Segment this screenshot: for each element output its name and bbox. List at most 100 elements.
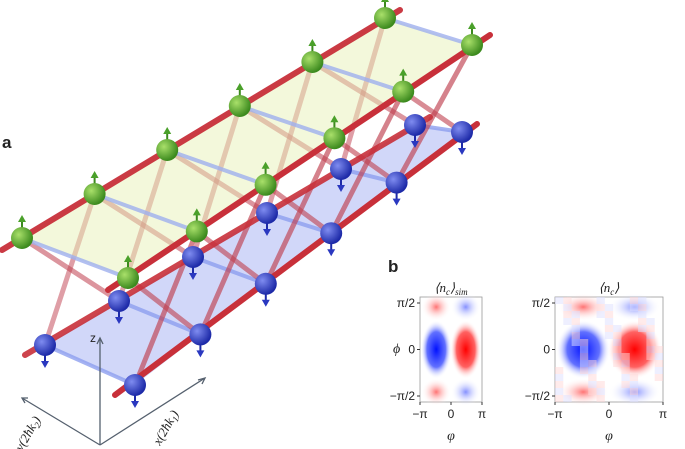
heatmap-noise [588, 360, 597, 367]
heatmap-noise [571, 325, 580, 332]
lattice-bond [43, 343, 137, 387]
spin-arrow-head [261, 299, 270, 307]
heatmap-noise [571, 318, 580, 325]
heatmap-noise [646, 332, 655, 339]
heatmap-noise [596, 297, 605, 304]
spin-arrow-head [330, 115, 339, 123]
heatmap-noise [604, 311, 614, 318]
heatmap-noise [588, 374, 597, 381]
heatmap-noise [646, 339, 655, 346]
atom [254, 173, 277, 196]
heatmap-noise [629, 297, 639, 304]
lattice-bond [22, 114, 433, 358]
heatmap-noise [646, 353, 655, 360]
heatmap-noise [604, 332, 614, 339]
y-axis-label: ϕ [393, 342, 400, 357]
heatmap-noise [579, 346, 589, 353]
title-part: ⟩ [450, 280, 455, 295]
lattice-bond [112, 121, 480, 398]
heatmap-noise [621, 367, 630, 374]
heatmap-noise [613, 325, 622, 332]
atom [374, 7, 396, 29]
heatmap-noise [604, 318, 614, 325]
atom [156, 139, 179, 161]
panel-label: a [2, 133, 12, 152]
heatmap-noise [579, 353, 589, 360]
heatmap-noise [555, 374, 564, 381]
heatmap-noise [579, 339, 589, 346]
atom [323, 127, 346, 150]
atom [301, 51, 324, 73]
lattice-bond [20, 236, 130, 280]
heatmap-noise [555, 395, 564, 402]
x-tick-label: −π [412, 407, 427, 421]
spin-arrow-head [163, 127, 172, 134]
title-part: c [446, 287, 450, 297]
heatmap-noise [555, 297, 564, 304]
heatmap-noise [646, 346, 655, 353]
y-tick-label: 0 [543, 343, 550, 357]
heatmap-noise [555, 388, 564, 395]
lattice-bond [197, 182, 269, 337]
spin-arrow-head [468, 22, 476, 29]
title-part: ⟨n [434, 280, 446, 295]
x-axis-label: φ [447, 429, 455, 444]
heatmap-noise [563, 311, 572, 318]
lattice-bond [265, 211, 334, 236]
atom [461, 34, 483, 56]
spin-arrow-head [189, 273, 197, 280]
lattice-bond [92, 192, 199, 234]
heatmap-noise [613, 346, 622, 353]
heatmap-noise [654, 367, 663, 374]
heatmap-noise [613, 353, 622, 360]
atom [320, 222, 343, 245]
atom [228, 95, 251, 117]
spin-arrow-head [308, 39, 317, 46]
heatmap-noise [596, 304, 605, 311]
heatmap-noise [621, 353, 630, 360]
heatmap-noise [596, 311, 605, 318]
spin-arrow-head [115, 317, 123, 324]
heatmap-noise [596, 381, 605, 388]
spin-arrow-head [381, 0, 389, 2]
heatmap-noise [604, 325, 614, 332]
spin-arrow-head [337, 185, 345, 192]
atom [83, 183, 106, 205]
x-tick-label: 0 [448, 407, 455, 421]
heatmap-noise [571, 339, 580, 346]
heatmap-noise [629, 304, 639, 311]
atom [256, 202, 278, 224]
lattice-bond [394, 42, 475, 186]
spin-arrow-head [458, 148, 466, 155]
heatmap-blob [451, 293, 481, 321]
heatmap-noise [588, 381, 597, 388]
lattice-bond [263, 135, 337, 287]
axis-label: z [90, 331, 96, 345]
heatmap-noise [588, 388, 597, 395]
spin-arrow-head [131, 401, 139, 408]
atom [108, 290, 130, 312]
heatmap-noise [646, 325, 655, 332]
lattice-plane [45, 125, 462, 385]
heatmap-blob [421, 293, 451, 321]
heatmap-noise [621, 360, 630, 367]
heatmap-noise [604, 304, 614, 311]
atom [189, 323, 212, 346]
heatmap-noise [563, 297, 572, 304]
atom [392, 80, 415, 103]
y-tick-label: −π/2 [390, 389, 416, 403]
spin-arrow-head [41, 361, 49, 368]
spin-arrow-head [192, 208, 201, 216]
heatmap-noise [629, 395, 639, 402]
heatmap-noise [588, 367, 597, 374]
heatmap-noise [613, 339, 622, 346]
heatmap-noise [629, 374, 639, 381]
panel-label: b [388, 257, 398, 276]
heatmap-blob [450, 320, 482, 379]
atom [11, 227, 33, 249]
atom [254, 272, 277, 295]
coordinate-axes [20, 336, 207, 446]
spin-arrow-head [124, 255, 132, 262]
heatmap-noise [579, 360, 589, 367]
